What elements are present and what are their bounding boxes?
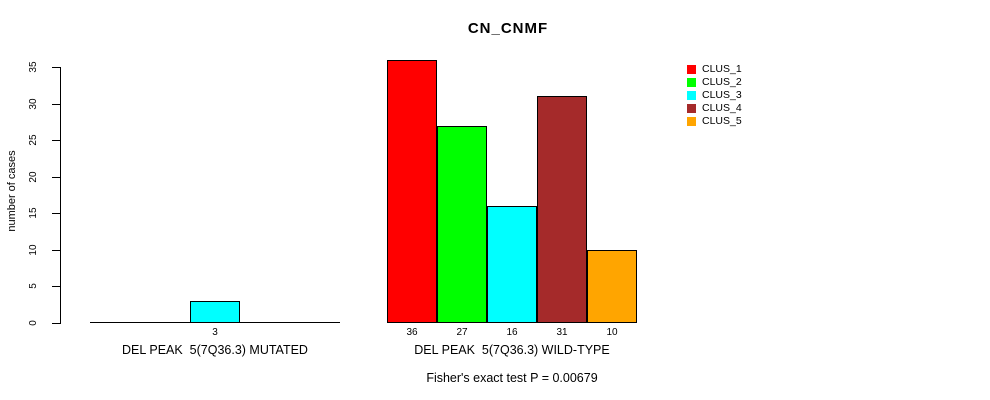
y-axis-tick-label: 5 <box>28 283 39 289</box>
bar-value-label: 16 <box>506 327 518 338</box>
legend-label: CLUS_3 <box>702 89 742 101</box>
bar-value-label: 31 <box>556 327 568 338</box>
y-axis-tick-label: 35 <box>28 61 39 73</box>
y-axis-label: number of cases <box>6 150 18 232</box>
y-axis-tick <box>52 323 60 324</box>
y-axis-tick <box>52 213 60 214</box>
legend-item: CLUS_1 <box>687 63 742 76</box>
legend: CLUS_1 CLUS_2 CLUS_3 CLUS_4 CLUS_5 <box>687 63 742 128</box>
y-axis-tick <box>52 286 60 287</box>
legend-swatch <box>687 78 696 87</box>
legend-label: CLUS_4 <box>702 102 742 114</box>
group-label-wild-type: DEL PEAK 5(7Q36.3) WILD-TYPE <box>414 343 610 357</box>
bar-clus_3-group1 <box>487 206 537 323</box>
y-axis-line <box>60 67 61 324</box>
legend-swatch <box>687 91 696 100</box>
y-axis-tick <box>52 104 60 105</box>
y-axis-tick-label: 30 <box>28 98 39 110</box>
y-axis-tick-label: 20 <box>28 171 39 183</box>
y-axis-tick <box>52 67 60 68</box>
bar-clus_5-group1 <box>587 250 637 323</box>
bar-value-label: 27 <box>456 327 468 338</box>
y-axis-tick-label: 10 <box>28 244 39 256</box>
y-axis-tick-label: 15 <box>28 207 39 219</box>
bar-clus_3-group0 <box>190 301 240 323</box>
legend-label: CLUS_1 <box>702 63 742 75</box>
bar-clus_1-group1 <box>387 60 437 323</box>
y-axis-tick <box>52 250 60 251</box>
y-axis-tick <box>52 177 60 178</box>
legend-item: CLUS_3 <box>687 89 742 102</box>
group-label-mutated: DEL PEAK 5(7Q36.3) MUTATED <box>122 343 308 357</box>
legend-item: CLUS_4 <box>687 102 742 115</box>
fisher-test-annotation: Fisher's exact test P = 0.00679 <box>426 371 598 385</box>
bar-value-label: 3 <box>212 327 218 338</box>
legend-item: CLUS_2 <box>687 76 742 89</box>
y-axis-tick-label: 25 <box>28 134 39 146</box>
legend-item: CLUS_5 <box>687 115 742 128</box>
y-axis-tick-label: 0 <box>28 320 39 326</box>
legend-label: CLUS_2 <box>702 76 742 88</box>
bar-value-label: 10 <box>606 327 618 338</box>
legend-swatch <box>687 65 696 74</box>
bar-clus_4-group1 <box>537 96 587 323</box>
y-axis-tick <box>52 140 60 141</box>
bar-clus_2-group1 <box>437 126 487 323</box>
chart-title: CN_CNMF <box>467 20 549 37</box>
legend-label: CLUS_5 <box>702 115 742 127</box>
legend-swatch <box>687 117 696 126</box>
bar-value-label: 36 <box>406 327 418 338</box>
legend-swatch <box>687 104 696 113</box>
